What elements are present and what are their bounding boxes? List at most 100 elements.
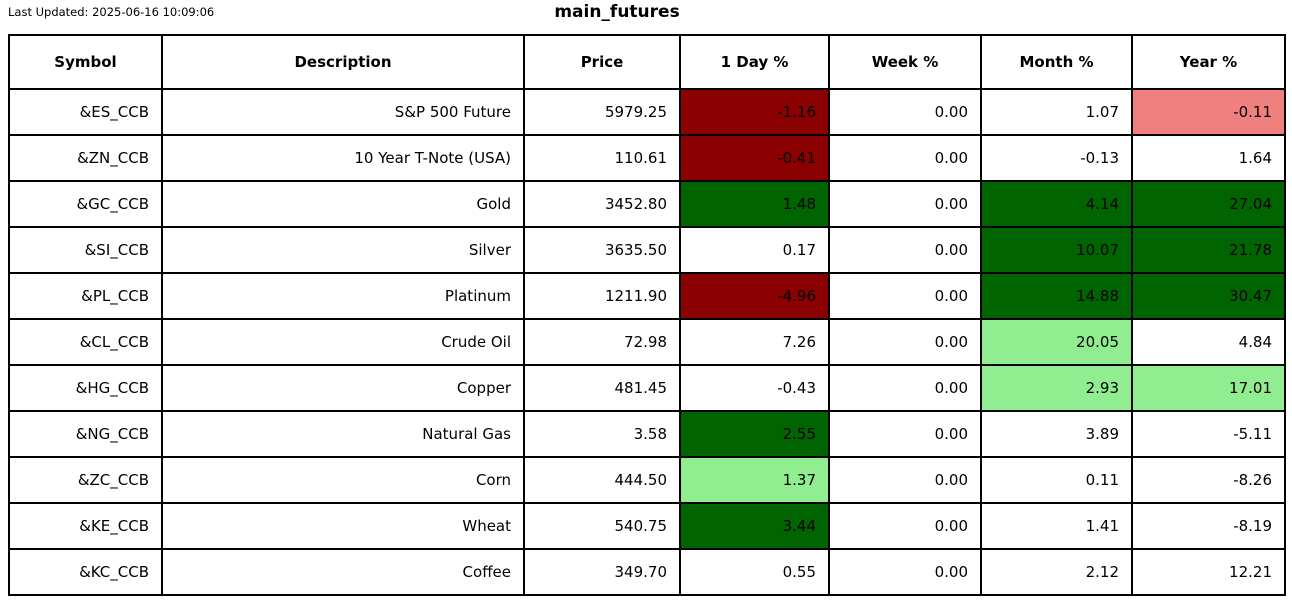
price-cell: 444.50 (523, 456, 681, 504)
column-header-day: 1 Day % (679, 34, 830, 90)
month-cell: 2.93 (980, 364, 1133, 412)
description-cell: Wheat (161, 502, 525, 550)
year-cell: 12.21 (1131, 548, 1286, 596)
column-header-week: Week % (828, 34, 982, 90)
month-cell: 3.89 (980, 410, 1133, 458)
month-cell: 20.05 (980, 318, 1133, 366)
week-cell: 0.00 (828, 226, 982, 274)
futures-table-body: &ES_CCB S&P 500 Future 5979.25 -1.16 0.00 1.0… (8, 88, 1286, 596)
year-cell: 30.47 (1131, 272, 1286, 320)
year-cell: 17.01 (1131, 364, 1286, 412)
week-cell: 0.00 (828, 502, 982, 550)
column-header-year: Year % (1131, 34, 1286, 90)
month-cell: 0.11 (980, 456, 1133, 504)
column-header-description: Description (161, 34, 525, 90)
symbol-cell: &SI_CCB (8, 226, 163, 274)
week-cell: 0.00 (828, 180, 982, 228)
day-cell: -0.41 (679, 134, 830, 182)
price-cell: 1211.90 (523, 272, 681, 320)
price-cell: 72.98 (523, 318, 681, 366)
day-cell: -1.16 (679, 88, 830, 136)
year-cell: -0.11 (1131, 88, 1286, 136)
column-header-price: Price (523, 34, 681, 90)
description-cell: Crude Oil (161, 318, 525, 366)
table-row: &NG_CCB Natural Gas 3.58 2.55 0.00 3.89 -5.11 (8, 410, 1286, 458)
symbol-cell: &ES_CCB (8, 88, 163, 136)
price-cell: 5979.25 (523, 88, 681, 136)
description-cell: Gold (161, 180, 525, 228)
year-cell: 27.04 (1131, 180, 1286, 228)
description-cell: Platinum (161, 272, 525, 320)
month-cell: 2.12 (980, 548, 1133, 596)
column-header-symbol: Symbol (8, 34, 163, 90)
symbol-cell: &CL_CCB (8, 318, 163, 366)
description-cell: Corn (161, 456, 525, 504)
table-row: &GC_CCB Gold 3452.80 1.48 0.00 4.14 27.04 (8, 180, 1286, 228)
futures-table: Symbol Description Price 1 Day % Week % Month… (8, 34, 1286, 596)
year-cell: 21.78 (1131, 226, 1286, 274)
week-cell: 0.00 (828, 548, 982, 596)
week-cell: 0.00 (828, 318, 982, 366)
symbol-cell: &GC_CCB (8, 180, 163, 228)
day-cell: 1.48 (679, 180, 830, 228)
price-cell: 540.75 (523, 502, 681, 550)
page-title: main_futures (554, 2, 680, 22)
table-row: &CL_CCB Crude Oil 72.98 7.26 0.00 20.05 4.84 (8, 318, 1286, 366)
year-cell: -5.11 (1131, 410, 1286, 458)
week-cell: 0.00 (828, 88, 982, 136)
table-row: &SI_CCB Silver 3635.50 0.17 0.00 10.07 21.78 (8, 226, 1286, 274)
price-cell: 481.45 (523, 364, 681, 412)
table-row: &KC_CCB Coffee 349.70 0.55 0.00 2.12 12.21 (8, 548, 1286, 596)
day-cell: -0.43 (679, 364, 830, 412)
price-cell: 3635.50 (523, 226, 681, 274)
symbol-cell: &ZC_CCB (8, 456, 163, 504)
futures-table-head: Symbol Description Price 1 Day % Week % Month… (8, 34, 1286, 90)
month-cell: 1.41 (980, 502, 1133, 550)
day-cell: 3.44 (679, 502, 830, 550)
week-cell: 0.00 (828, 272, 982, 320)
symbol-cell: &KE_CCB (8, 502, 163, 550)
price-cell: 3.58 (523, 410, 681, 458)
week-cell: 0.00 (828, 364, 982, 412)
day-cell: 0.55 (679, 548, 830, 596)
symbol-cell: &KC_CCB (8, 548, 163, 596)
description-cell: Coffee (161, 548, 525, 596)
symbol-cell: &NG_CCB (8, 410, 163, 458)
price-cell: 110.61 (523, 134, 681, 182)
header-row: Symbol Description Price 1 Day % Week % Month… (8, 34, 1286, 90)
week-cell: 0.00 (828, 410, 982, 458)
last-updated-label: Last Updated: 2025-06-16 10:09:06 (8, 5, 215, 19)
week-cell: 0.00 (828, 134, 982, 182)
price-cell: 3452.80 (523, 180, 681, 228)
description-cell: Natural Gas (161, 410, 525, 458)
year-cell: 4.84 (1131, 318, 1286, 366)
month-cell: 1.07 (980, 88, 1133, 136)
week-cell: 0.00 (828, 456, 982, 504)
month-cell: -0.13 (980, 134, 1133, 182)
description-cell: 10 Year T-Note (USA) (161, 134, 525, 182)
year-cell: -8.19 (1131, 502, 1286, 550)
year-cell: -8.26 (1131, 456, 1286, 504)
table-row: &ES_CCB S&P 500 Future 5979.25 -1.16 0.00 1.0… (8, 88, 1286, 136)
symbol-cell: &PL_CCB (8, 272, 163, 320)
table-row: &KE_CCB Wheat 540.75 3.44 0.00 1.41 -8.19 (8, 502, 1286, 550)
symbol-cell: &HG_CCB (8, 364, 163, 412)
description-cell: S&P 500 Future (161, 88, 525, 136)
day-cell: 2.55 (679, 410, 830, 458)
month-cell: 10.07 (980, 226, 1133, 274)
day-cell: -4.96 (679, 272, 830, 320)
price-cell: 349.70 (523, 548, 681, 596)
description-cell: Silver (161, 226, 525, 274)
year-cell: 1.64 (1131, 134, 1286, 182)
table-row: &PL_CCB Platinum 1211.90 -4.96 0.00 14.88 30.4… (8, 272, 1286, 320)
month-cell: 4.14 (980, 180, 1133, 228)
day-cell: 7.26 (679, 318, 830, 366)
table-row: &ZN_CCB 10 Year T-Note (USA) 110.61 -0.41 0.… (8, 134, 1286, 182)
table-row: &ZC_CCB Corn 444.50 1.37 0.00 0.11 -8.26 (8, 456, 1286, 504)
day-cell: 1.37 (679, 456, 830, 504)
symbol-cell: &ZN_CCB (8, 134, 163, 182)
table-row: &HG_CCB Copper 481.45 -0.43 0.00 2.93 17.01 (8, 364, 1286, 412)
column-header-month: Month % (980, 34, 1133, 90)
description-cell: Copper (161, 364, 525, 412)
day-cell: 0.17 (679, 226, 830, 274)
